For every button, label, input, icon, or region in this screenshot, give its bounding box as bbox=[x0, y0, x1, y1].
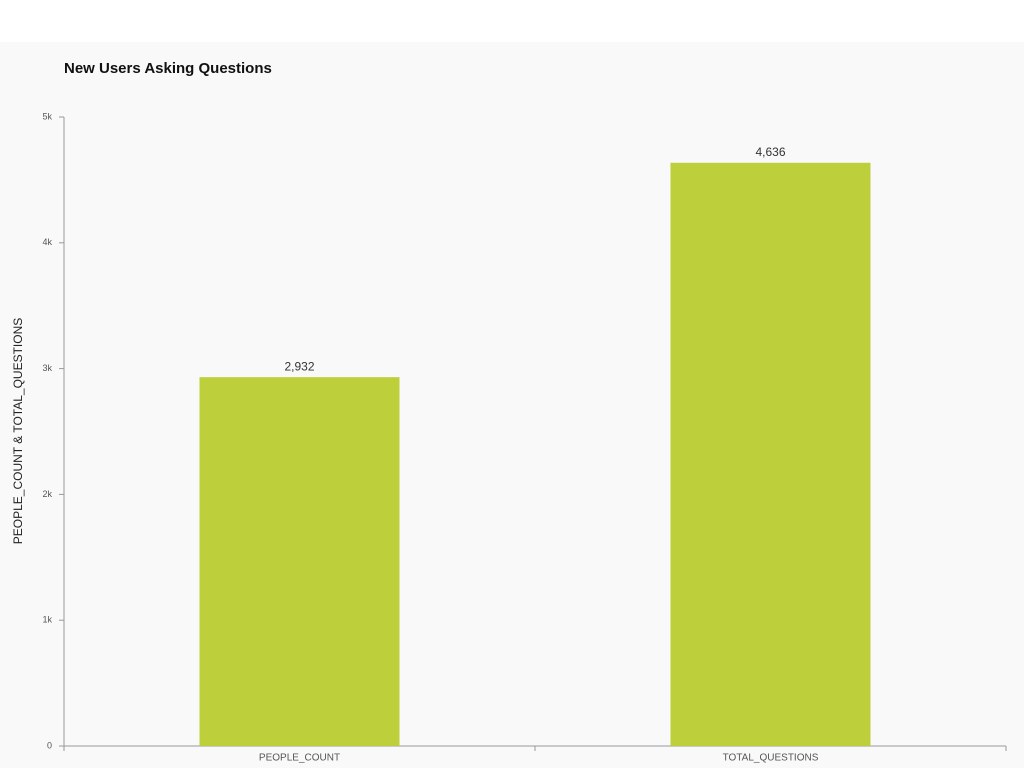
chart-title: New Users Asking Questions bbox=[64, 60, 272, 77]
bar bbox=[670, 162, 871, 746]
y-tick-label: 4k bbox=[42, 237, 52, 247]
x-tick-label: PEOPLE_COUNT bbox=[259, 753, 340, 764]
value-label: 2,932 bbox=[284, 359, 314, 373]
y-tick-label: 5k bbox=[42, 111, 52, 121]
x-tick-label: TOTAL_QUESTIONS bbox=[723, 753, 819, 764]
bar bbox=[199, 377, 400, 746]
y-tick-label: 3k bbox=[42, 363, 52, 373]
y-tick-label: 2k bbox=[42, 489, 52, 499]
value-label: 4,636 bbox=[755, 145, 785, 159]
y-tick-label: 1k bbox=[42, 615, 52, 625]
y-tick-label: 0 bbox=[47, 740, 52, 750]
y-axis-label: PEOPLE_COUNT & TOTAL_QUESTIONS bbox=[11, 318, 25, 545]
